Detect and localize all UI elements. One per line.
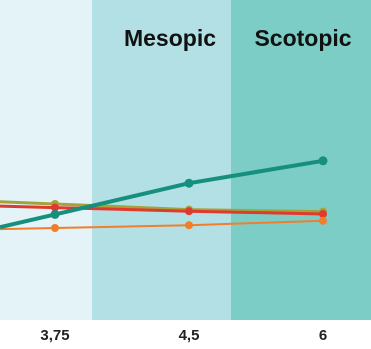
series-lines xyxy=(0,156,328,232)
band-2 xyxy=(231,0,371,320)
band-0 xyxy=(0,0,92,320)
series-3-point-2 xyxy=(318,156,328,166)
series-2-point-1 xyxy=(185,221,193,230)
x-tick-label-3-75: 3,75 xyxy=(40,327,69,344)
series-3-point-0 xyxy=(50,209,60,219)
series-1-point-2 xyxy=(319,210,327,218)
series-2-point-0 xyxy=(51,224,59,232)
series-1-line xyxy=(0,204,324,216)
series-2-line xyxy=(0,219,324,231)
x-tick-label-6: 6 xyxy=(319,327,327,344)
x-tick-label-4-5: 4,5 xyxy=(179,327,200,344)
series-3-point-1 xyxy=(184,178,194,188)
background-bands xyxy=(0,0,371,320)
series-1-point-0 xyxy=(51,203,59,212)
series-0-line xyxy=(0,200,324,214)
series-2-point-2 xyxy=(319,216,327,225)
series-1 xyxy=(0,203,327,218)
band-label-scotopic: Scotopic xyxy=(254,25,351,51)
series-2 xyxy=(0,216,327,232)
series-3-line xyxy=(0,158,324,230)
series-1-point-1 xyxy=(185,207,193,216)
band-label-mesopic: Mesopic xyxy=(124,25,216,51)
x-axis-ticks: 3,75 4,5 6 xyxy=(40,327,327,344)
series-3 xyxy=(0,156,328,230)
band-labels: Mesopic Scotopic xyxy=(124,25,352,51)
band-1 xyxy=(92,0,231,320)
